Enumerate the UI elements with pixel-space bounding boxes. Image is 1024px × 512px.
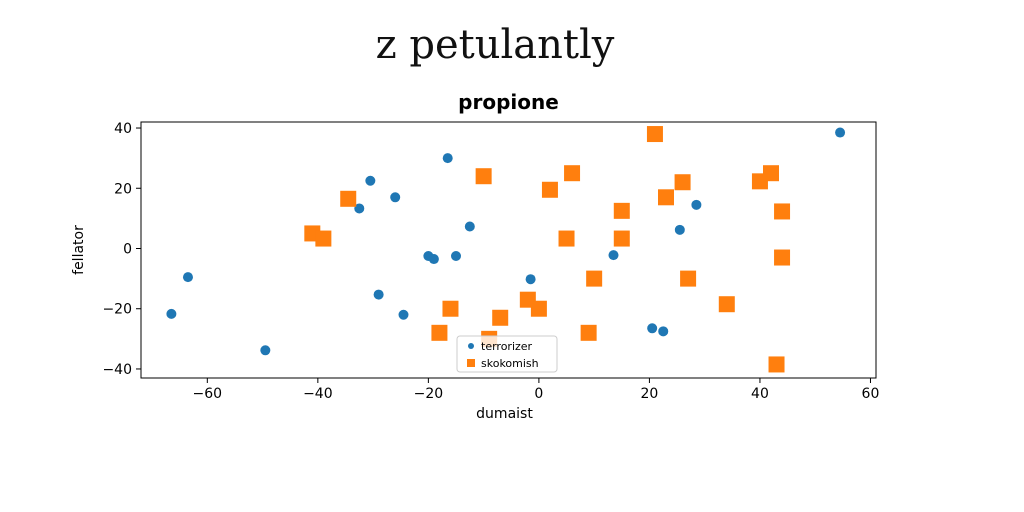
x-tick-label: −60 xyxy=(193,386,223,402)
terrorizer-point xyxy=(451,251,461,262)
skokomish-point xyxy=(431,324,448,341)
legend-marker-skokomish xyxy=(467,359,475,367)
skokomish-point xyxy=(646,126,663,143)
skokomish-point xyxy=(658,189,674,206)
skokomish-point xyxy=(680,270,697,287)
terrorizer-point xyxy=(608,250,619,261)
x-tick-label: 60 xyxy=(862,386,880,402)
terrorizer-point xyxy=(260,345,271,356)
y-tick-label: 20 xyxy=(114,181,132,197)
plot-frame xyxy=(140,121,877,379)
x-tick-label: −20 xyxy=(414,386,444,402)
terrorizer-point xyxy=(464,221,475,232)
terrorizer-point xyxy=(525,274,536,285)
skokomish-point xyxy=(558,230,575,247)
terrorizer-point xyxy=(398,309,409,320)
skokomish-point xyxy=(718,296,735,313)
legend-label-terrorizer: terrorizer xyxy=(481,340,533,353)
y-tick-label: −20 xyxy=(102,302,132,318)
terrorizer-point xyxy=(658,326,669,337)
skokomish-point xyxy=(475,168,492,185)
legend-marker-terrorizer xyxy=(468,343,474,349)
skokomish-point xyxy=(774,249,791,266)
x-tick-label: 40 xyxy=(751,386,769,402)
page-title: z petulantly xyxy=(375,22,615,68)
skokomish-point xyxy=(768,356,785,373)
skokomish-point xyxy=(580,324,597,341)
terrorizer-point xyxy=(442,153,453,164)
terrorizer-point xyxy=(354,203,365,214)
terrorizer-point xyxy=(674,224,685,235)
terrorizer-point xyxy=(182,272,193,283)
x-tick-label: 20 xyxy=(641,386,659,402)
skokomish-point xyxy=(613,230,630,247)
skokomish-point xyxy=(541,181,558,198)
y-tick-label: 0 xyxy=(123,241,132,257)
skokomish-point xyxy=(442,300,459,317)
skokomish-point xyxy=(586,270,603,287)
terrorizer-point xyxy=(835,127,846,138)
skokomish-point xyxy=(674,174,691,191)
skokomish-point xyxy=(613,202,630,219)
skokomish-point xyxy=(774,203,791,220)
skokomish-point xyxy=(492,309,509,326)
terrorizer-point xyxy=(691,199,702,210)
skokomish-point xyxy=(564,165,581,182)
legend-label-skokomish: skokomish xyxy=(481,357,539,370)
terrorizer-point xyxy=(166,308,177,319)
skokomish-point xyxy=(530,300,547,317)
legend-box xyxy=(456,335,558,373)
x-tick-label: 0 xyxy=(534,386,543,402)
terrorizer-point xyxy=(365,175,376,186)
skokomish-point xyxy=(315,230,332,247)
x-tick-label: −40 xyxy=(303,386,333,402)
chart-title: propione xyxy=(458,90,559,114)
y-tick-label: 40 xyxy=(114,121,132,137)
terrorizer-point xyxy=(390,192,401,203)
skokomish-point xyxy=(340,190,357,207)
x-axis-label: dumaist xyxy=(476,406,533,422)
terrorizer-point xyxy=(373,289,384,300)
y-tick-label: −40 xyxy=(102,362,132,378)
terrorizer-point xyxy=(647,323,658,334)
skokomish-point xyxy=(763,165,779,182)
y-axis-label: fellator xyxy=(71,225,87,275)
terrorizer-point xyxy=(428,254,439,265)
